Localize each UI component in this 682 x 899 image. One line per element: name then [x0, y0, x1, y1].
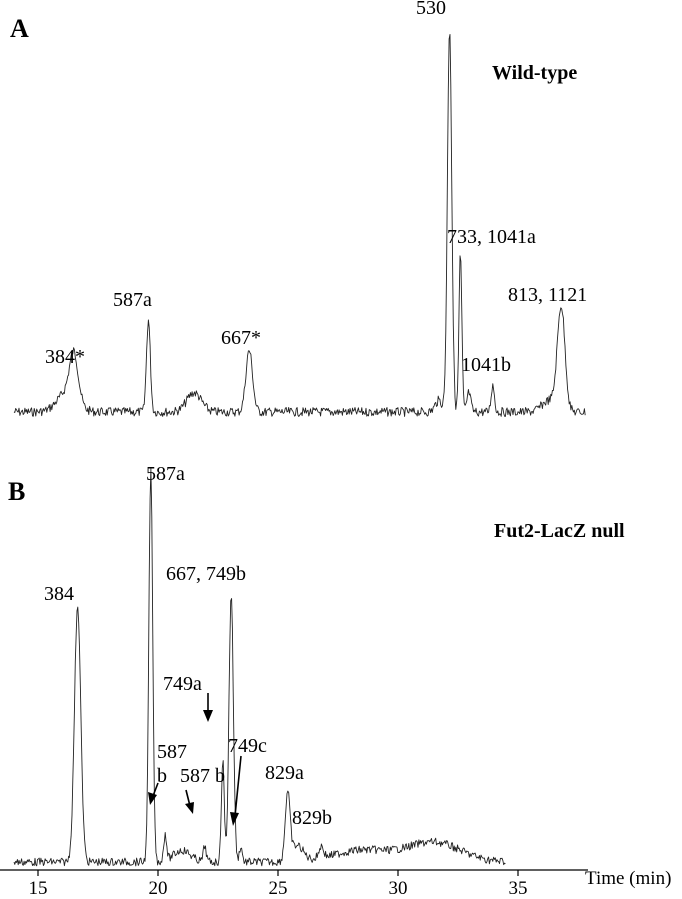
peak-label-667-749b: 667, 749b — [166, 563, 246, 585]
arrow-587b — [152, 782, 159, 797]
peak-label-587a: 587a — [113, 289, 152, 311]
x-axis-label: Time (min) — [585, 868, 671, 889]
x-axis: 15 20 25 30 35 Time (min) — [0, 868, 671, 899]
panel-a-sample-title: Wild-type — [492, 62, 577, 84]
panel-b-peak-labels: 384 587a 667, 749b 749a 587 b 587 b 749c … — [44, 463, 332, 829]
x-tick-label-30: 30 — [389, 878, 408, 899]
peak-label-587b-number: 587 — [157, 741, 187, 763]
peak-label-c: 587 b — [180, 765, 225, 787]
peak-label-384: 384 — [44, 583, 74, 605]
arrow-749c-head — [230, 812, 239, 826]
x-tick-label-20: 20 — [149, 878, 168, 899]
peak-label-733-1041a: 733, 1041a — [447, 226, 536, 248]
arrow-749c — [234, 755, 242, 817]
peak-label-829a: 829a — [265, 762, 304, 784]
panel-a: A Wild-type 384* 587a 667* 530 733, 1041… — [10, 0, 587, 417]
arrow-749a-head — [203, 710, 213, 722]
x-axis-ticks: 15 20 25 30 35 — [29, 870, 528, 899]
x-tick-label-35: 35 — [509, 878, 528, 899]
peak-label-587a: 587a — [146, 463, 185, 485]
panel-b: B Fut2-LacZ null 384 587a 667, 749b 749a… — [8, 463, 625, 867]
peak-label-813-1121: 813, 1121 — [508, 284, 587, 306]
x-tick-label-25: 25 — [269, 878, 288, 899]
panel-b-letter: B — [8, 477, 25, 506]
panel-a-peak-labels: 384* 587a 667* 530 733, 1041a 1041b 813,… — [45, 0, 587, 376]
x-tick-label-15: 15 — [29, 878, 48, 899]
peak-label-749a: 749a — [163, 673, 202, 695]
arrow-587b-head — [148, 792, 157, 805]
panel-b-sample-title: Fut2-LacZ null — [494, 520, 625, 542]
peak-label-384-star: 384* — [45, 346, 85, 368]
peak-label-1041b: 1041b — [461, 354, 511, 376]
peak-label-749c: 749c — [228, 735, 267, 757]
panel-a-letter: A — [10, 14, 29, 43]
panel-b-trace — [13, 468, 506, 867]
peak-label-587b-letter: b — [157, 765, 167, 787]
peak-label-530: 530 — [416, 0, 446, 19]
arrow-c-head — [185, 802, 194, 814]
panel-b-arrows — [148, 693, 242, 826]
peak-label-587b: 587 b — [157, 741, 187, 787]
peak-label-667-star: 667* — [221, 327, 261, 349]
panel-a-trace — [13, 34, 586, 417]
peak-label-829b: 829b — [292, 807, 332, 829]
